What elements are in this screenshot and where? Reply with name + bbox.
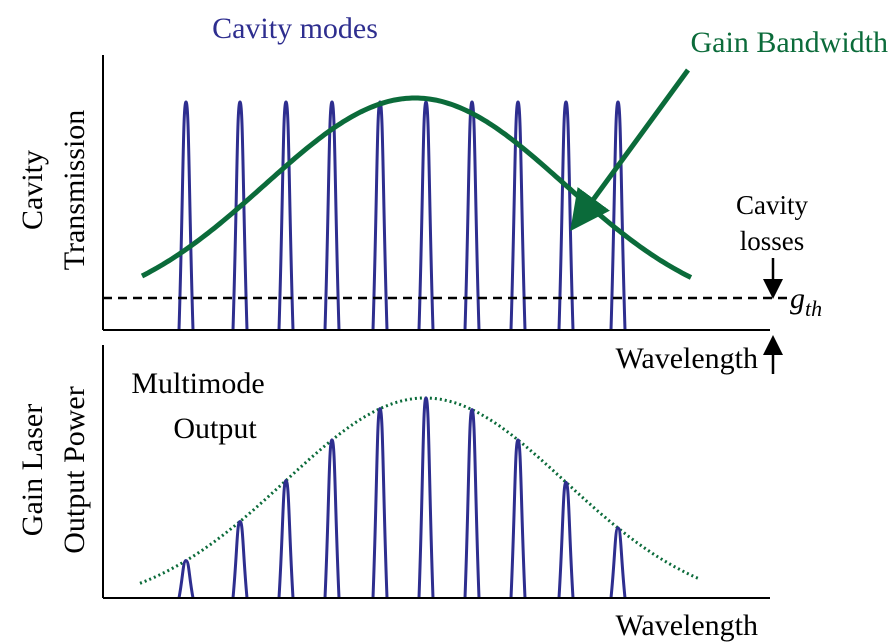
cavity-mode — [371, 100, 389, 331]
bottom-label: Multimode — [131, 367, 264, 400]
cavity-mode — [323, 100, 341, 331]
losses-label: losses — [740, 226, 805, 256]
cavity-mode — [509, 100, 527, 331]
bottom-label: Output — [173, 412, 257, 445]
output-envelope — [139, 396, 699, 585]
y-label: Gain Laser — [16, 404, 49, 536]
output-mode — [417, 396, 435, 599]
output-mode — [509, 438, 527, 599]
threshold-sub: th — [805, 296, 822, 321]
cavity-mode — [557, 100, 575, 331]
gain-arrow — [570, 68, 691, 232]
losses-label: Cavity — [736, 190, 808, 220]
output-mode — [609, 526, 627, 599]
output-mode — [323, 438, 341, 599]
y-label: Transmission — [58, 110, 91, 271]
cavity-mode — [231, 100, 249, 331]
shapes — [139, 95, 699, 599]
x-label: Wavelength — [615, 342, 758, 375]
gain-label: Gain Bandwidth — [691, 26, 888, 59]
output-mode — [277, 478, 295, 599]
threshold-label: gth — [790, 282, 822, 321]
y-label: Cavity — [16, 150, 49, 230]
title: Cavity modes — [212, 12, 378, 45]
cavity-mode — [277, 100, 295, 331]
cavity-mode — [417, 100, 435, 331]
output-mode — [177, 559, 195, 599]
cavity-mode — [463, 100, 481, 331]
y-label: Output Power — [58, 386, 91, 554]
cavity-mode — [609, 100, 627, 331]
output-mode — [557, 480, 575, 599]
output-mode — [231, 519, 249, 599]
output-mode — [463, 408, 481, 599]
output-mode — [371, 407, 389, 599]
cavity-mode — [177, 100, 195, 331]
threshold-base: g — [790, 282, 805, 315]
x-label: Wavelength — [615, 609, 758, 642]
gain-curve — [140, 95, 693, 280]
